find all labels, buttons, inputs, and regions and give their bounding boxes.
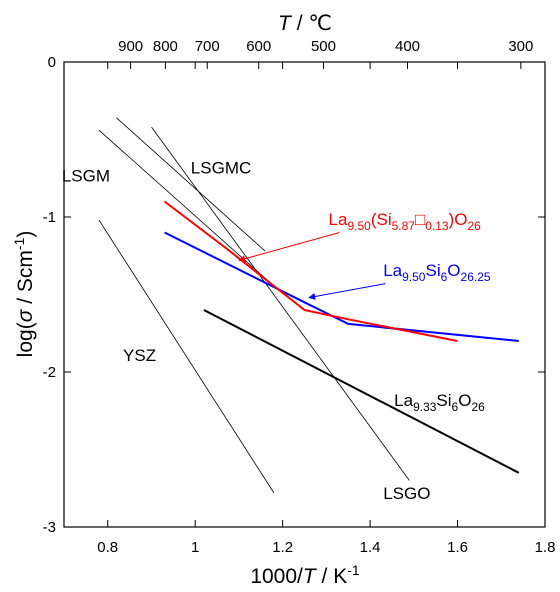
x-axis-prefix: 1000/ [250, 565, 303, 588]
series-line [164, 231, 519, 342]
y-axis-prefix: log( [14, 322, 37, 357]
series-line [163, 200, 458, 342]
top-tick-label: 400 [395, 38, 420, 55]
x-tick-label: 1.8 [535, 539, 556, 556]
series-line [203, 309, 520, 474]
top-tick-label: 300 [508, 38, 533, 55]
x-tick-label: 1.2 [272, 539, 293, 556]
series-line [151, 126, 410, 481]
top-axis-var: T [278, 12, 293, 35]
top-axis-unit: / ℃ [291, 12, 332, 35]
top-tick-label: 700 [195, 38, 220, 55]
y-axis-sup: -1 [11, 237, 27, 250]
bottom-axis: 0.8 1 1.2 1.4 1.6 1.8 [97, 62, 555, 556]
series-label: LSGMC [191, 159, 251, 178]
y-tick-label: -3 [43, 519, 56, 536]
y-axis-suffix: ) [14, 231, 37, 238]
y-tick-label: -2 [43, 364, 56, 381]
y-axis-label: log(σ / Scm-1) [11, 231, 37, 358]
series-arrow [238, 232, 340, 263]
x-tick-label: 0.8 [97, 539, 118, 556]
top-tick-label: 600 [246, 38, 271, 55]
top-axis-label: T / ℃ [278, 12, 332, 35]
top-axis: 900 800 700 600 500 400 300 [118, 38, 533, 69]
x-axis-sup: -1 [347, 562, 360, 578]
top-tick-label: 900 [118, 38, 143, 55]
top-tick-label: 800 [153, 38, 178, 55]
plot-frame [63, 61, 546, 528]
series-line [98, 219, 275, 494]
series-arrow [308, 283, 386, 300]
x-tick-label: 1 [191, 539, 199, 556]
y-axis-unit: / Scm [14, 250, 37, 310]
y-axis-var: σ [14, 308, 37, 322]
x-tick-label: 1.6 [447, 539, 468, 556]
x-axis-label: 1000/T / K-1 [250, 562, 360, 588]
x-tick-label: 1.4 [360, 539, 381, 556]
series-label: La9.50Si6O26.25 [383, 261, 491, 284]
series-label: LSGM [62, 166, 110, 185]
x-axis-unit: / K [316, 565, 348, 588]
series-label: LSGO [383, 484, 430, 503]
y-tick-label: -1 [43, 209, 56, 226]
series-line [116, 117, 266, 252]
series-label: La9.33Si6O26 [394, 391, 485, 414]
x-axis-var: T [303, 565, 318, 588]
series-label: YSZ [123, 346, 156, 365]
series-label: La9.50(Si5.87□0.13)O26 [329, 210, 482, 233]
series-lines [98, 117, 520, 494]
left-axis: 0 -1 -2 -3 [43, 54, 545, 536]
top-tick-label: 500 [311, 38, 336, 55]
series-labels: YSZ LSGM LSGMC LSGO La9.33Si6O26 La9.50Si6O26… [62, 159, 491, 504]
y-tick-label: 0 [48, 54, 56, 71]
